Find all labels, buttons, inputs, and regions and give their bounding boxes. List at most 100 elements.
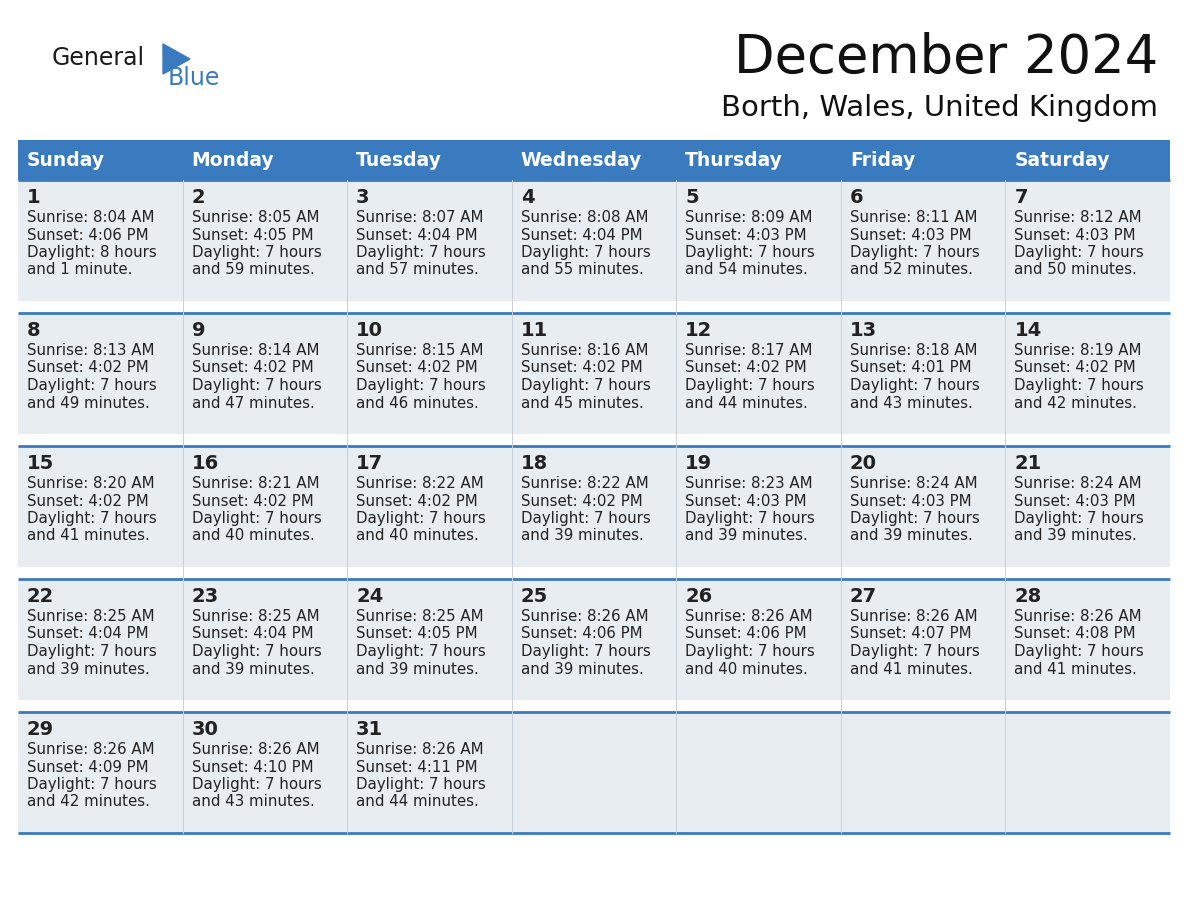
- Text: Sunrise: 8:16 AM: Sunrise: 8:16 AM: [520, 343, 649, 358]
- Bar: [512, 700, 676, 712]
- Bar: [347, 434, 512, 446]
- Text: and 50 minutes.: and 50 minutes.: [1015, 263, 1137, 277]
- Bar: [841, 712, 1005, 833]
- Bar: [676, 712, 841, 833]
- Text: Sunrise: 8:25 AM: Sunrise: 8:25 AM: [356, 609, 484, 624]
- Text: and 52 minutes.: and 52 minutes.: [849, 263, 973, 277]
- Bar: [841, 301, 1005, 313]
- Text: 2: 2: [191, 188, 206, 207]
- Text: and 40 minutes.: and 40 minutes.: [685, 662, 808, 677]
- Bar: [512, 579, 676, 700]
- Text: Blue: Blue: [168, 66, 221, 90]
- Bar: [18, 313, 183, 434]
- Bar: [841, 446, 1005, 567]
- Text: 5: 5: [685, 188, 699, 207]
- Bar: [347, 313, 512, 434]
- Text: 29: 29: [27, 720, 55, 739]
- Bar: [1005, 567, 1170, 579]
- Text: Sunset: 4:02 PM: Sunset: 4:02 PM: [685, 361, 807, 375]
- Text: Sunset: 4:07 PM: Sunset: 4:07 PM: [849, 626, 972, 642]
- Text: Sunrise: 8:26 AM: Sunrise: 8:26 AM: [27, 742, 154, 757]
- Bar: [512, 313, 676, 434]
- Text: Sunset: 4:02 PM: Sunset: 4:02 PM: [356, 361, 478, 375]
- Text: and 42 minutes.: and 42 minutes.: [1015, 396, 1137, 410]
- Text: Sunset: 4:04 PM: Sunset: 4:04 PM: [191, 626, 314, 642]
- Bar: [183, 180, 347, 301]
- Text: Daylight: 7 hours: Daylight: 7 hours: [356, 644, 486, 659]
- Bar: [841, 700, 1005, 712]
- Text: Sunset: 4:02 PM: Sunset: 4:02 PM: [520, 494, 643, 509]
- Text: Sunrise: 8:13 AM: Sunrise: 8:13 AM: [27, 343, 154, 358]
- Text: Daylight: 7 hours: Daylight: 7 hours: [191, 378, 321, 393]
- Text: 9: 9: [191, 321, 206, 340]
- Bar: [183, 700, 347, 712]
- Text: Sunset: 4:11 PM: Sunset: 4:11 PM: [356, 759, 478, 775]
- Text: Daylight: 7 hours: Daylight: 7 hours: [356, 245, 486, 260]
- Text: 31: 31: [356, 720, 384, 739]
- Text: and 49 minutes.: and 49 minutes.: [27, 396, 150, 410]
- Text: 6: 6: [849, 188, 864, 207]
- Text: and 57 minutes.: and 57 minutes.: [356, 263, 479, 277]
- Text: Sunset: 4:03 PM: Sunset: 4:03 PM: [849, 494, 972, 509]
- Bar: [512, 833, 676, 845]
- Text: Daylight: 7 hours: Daylight: 7 hours: [685, 245, 815, 260]
- Text: Daylight: 7 hours: Daylight: 7 hours: [520, 644, 651, 659]
- Bar: [1005, 434, 1170, 446]
- Text: Daylight: 7 hours: Daylight: 7 hours: [191, 644, 321, 659]
- Bar: [676, 567, 841, 579]
- Text: 23: 23: [191, 587, 219, 606]
- Text: Sunrise: 8:24 AM: Sunrise: 8:24 AM: [1015, 476, 1142, 491]
- Text: and 41 minutes.: and 41 minutes.: [1015, 662, 1137, 677]
- Text: 16: 16: [191, 454, 219, 473]
- Bar: [841, 313, 1005, 434]
- Bar: [676, 180, 841, 301]
- Text: 25: 25: [520, 587, 548, 606]
- Bar: [512, 140, 676, 180]
- Bar: [676, 434, 841, 446]
- Text: Sunrise: 8:25 AM: Sunrise: 8:25 AM: [27, 609, 154, 624]
- Bar: [347, 446, 512, 567]
- Bar: [183, 579, 347, 700]
- Bar: [347, 700, 512, 712]
- Text: Daylight: 7 hours: Daylight: 7 hours: [27, 378, 157, 393]
- Text: and 43 minutes.: and 43 minutes.: [849, 396, 973, 410]
- Bar: [676, 700, 841, 712]
- Text: 21: 21: [1015, 454, 1042, 473]
- Bar: [347, 140, 512, 180]
- Text: 7: 7: [1015, 188, 1028, 207]
- Bar: [1005, 180, 1170, 301]
- Text: Sunrise: 8:26 AM: Sunrise: 8:26 AM: [191, 742, 320, 757]
- Text: Sunrise: 8:26 AM: Sunrise: 8:26 AM: [1015, 609, 1142, 624]
- Text: Sunrise: 8:17 AM: Sunrise: 8:17 AM: [685, 343, 813, 358]
- Bar: [841, 434, 1005, 446]
- Text: Sunrise: 8:20 AM: Sunrise: 8:20 AM: [27, 476, 154, 491]
- Text: Daylight: 7 hours: Daylight: 7 hours: [356, 511, 486, 526]
- Bar: [1005, 313, 1170, 434]
- Bar: [676, 140, 841, 180]
- Text: and 41 minutes.: and 41 minutes.: [27, 529, 150, 543]
- Text: Sunrise: 8:26 AM: Sunrise: 8:26 AM: [685, 609, 813, 624]
- Text: Daylight: 7 hours: Daylight: 7 hours: [849, 245, 980, 260]
- Bar: [183, 567, 347, 579]
- Bar: [1005, 712, 1170, 833]
- Bar: [512, 712, 676, 833]
- Text: Sunset: 4:03 PM: Sunset: 4:03 PM: [685, 494, 807, 509]
- Text: Sunset: 4:02 PM: Sunset: 4:02 PM: [191, 494, 314, 509]
- Bar: [1005, 301, 1170, 313]
- Text: Sunset: 4:03 PM: Sunset: 4:03 PM: [1015, 494, 1136, 509]
- Text: and 42 minutes.: and 42 minutes.: [27, 794, 150, 810]
- Text: Sunrise: 8:05 AM: Sunrise: 8:05 AM: [191, 210, 320, 225]
- Text: Sunset: 4:05 PM: Sunset: 4:05 PM: [356, 626, 478, 642]
- Text: and 39 minutes.: and 39 minutes.: [520, 662, 644, 677]
- Text: Sunset: 4:06 PM: Sunset: 4:06 PM: [520, 626, 643, 642]
- Bar: [347, 579, 512, 700]
- Text: and 45 minutes.: and 45 minutes.: [520, 396, 644, 410]
- Text: Daylight: 7 hours: Daylight: 7 hours: [1015, 378, 1144, 393]
- Text: Sunrise: 8:11 AM: Sunrise: 8:11 AM: [849, 210, 978, 225]
- Bar: [183, 833, 347, 845]
- Text: Sunrise: 8:18 AM: Sunrise: 8:18 AM: [849, 343, 978, 358]
- Bar: [18, 434, 183, 446]
- Bar: [18, 180, 183, 301]
- Text: Borth, Wales, United Kingdom: Borth, Wales, United Kingdom: [721, 94, 1158, 122]
- Text: Daylight: 7 hours: Daylight: 7 hours: [356, 378, 486, 393]
